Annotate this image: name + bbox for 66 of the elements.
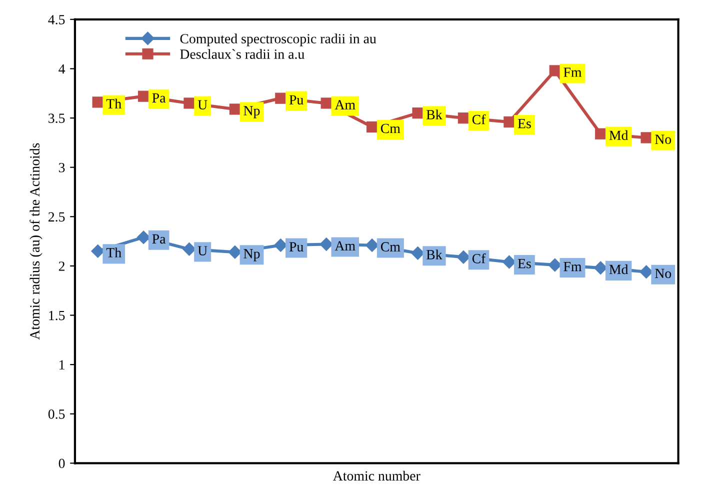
point xyxy=(640,132,652,144)
point xyxy=(228,246,242,259)
point xyxy=(411,246,424,260)
data-label: Np xyxy=(244,106,260,118)
data-label: Pu xyxy=(289,95,304,105)
point xyxy=(320,238,333,251)
data-label: U xyxy=(198,246,208,256)
data-label: Th xyxy=(106,98,122,108)
y-tick-label: 4 xyxy=(58,64,66,74)
x-axis-title: Atomic number xyxy=(332,470,420,481)
data-label: Cf xyxy=(472,114,486,124)
y-tick-label: 1 xyxy=(60,360,64,370)
data-label: Es xyxy=(518,118,531,128)
data-label: Fm xyxy=(564,68,582,77)
point xyxy=(92,96,104,108)
point xyxy=(184,98,195,109)
y-tick-label: 4.5 xyxy=(48,15,65,24)
point xyxy=(504,116,515,128)
data-label: Pu xyxy=(289,242,304,252)
y-tick-label: 2 xyxy=(58,262,64,271)
data-label: Md xyxy=(609,264,628,274)
point xyxy=(549,65,560,76)
data-label: Am xyxy=(334,100,356,110)
data-label: Th xyxy=(106,248,122,258)
point xyxy=(412,108,424,119)
point xyxy=(138,90,150,102)
point xyxy=(275,92,286,104)
data-label: Md xyxy=(609,130,628,140)
y-tick-label: 3 xyxy=(58,162,65,172)
y-tick-label: 2.5 xyxy=(48,212,65,222)
data-label: No xyxy=(655,268,672,278)
point xyxy=(229,104,240,115)
point xyxy=(91,244,104,258)
point xyxy=(456,250,470,264)
point xyxy=(320,98,332,109)
point xyxy=(458,112,470,124)
legend-label: Computed spectroscopic radii in au xyxy=(180,34,376,46)
point xyxy=(502,255,516,269)
y-tick-label: 1.5 xyxy=(49,310,65,320)
data-label: Bk xyxy=(426,110,442,120)
point xyxy=(640,265,653,278)
data-label: Cf xyxy=(472,253,486,264)
data-label: Cm xyxy=(380,242,400,252)
data-label: Pa xyxy=(152,93,166,103)
point xyxy=(274,238,288,252)
data-label: Bk xyxy=(426,250,442,260)
data-label: Cm xyxy=(380,124,400,134)
point xyxy=(365,238,379,252)
data-label: Np xyxy=(244,249,260,262)
point xyxy=(595,128,606,140)
y-axis-title: Atomic radius (au) of the Actinoids xyxy=(30,143,42,340)
data-label: Es xyxy=(518,259,531,268)
y-tick-label: 3.5 xyxy=(48,114,65,124)
data-label: Pa xyxy=(152,234,166,244)
data-label: Fm xyxy=(564,262,582,272)
point xyxy=(366,121,378,132)
legend-label: Desclaux`s radii in a.u xyxy=(180,49,304,59)
y-tick-label: 0.5 xyxy=(48,409,65,419)
point xyxy=(594,261,608,274)
data-label: U xyxy=(198,100,208,110)
point xyxy=(182,242,196,256)
point xyxy=(136,230,150,244)
data-label: Am xyxy=(334,241,356,250)
point xyxy=(548,258,562,272)
data-label: No xyxy=(655,134,672,144)
y-tick-label: 0 xyxy=(58,458,65,468)
